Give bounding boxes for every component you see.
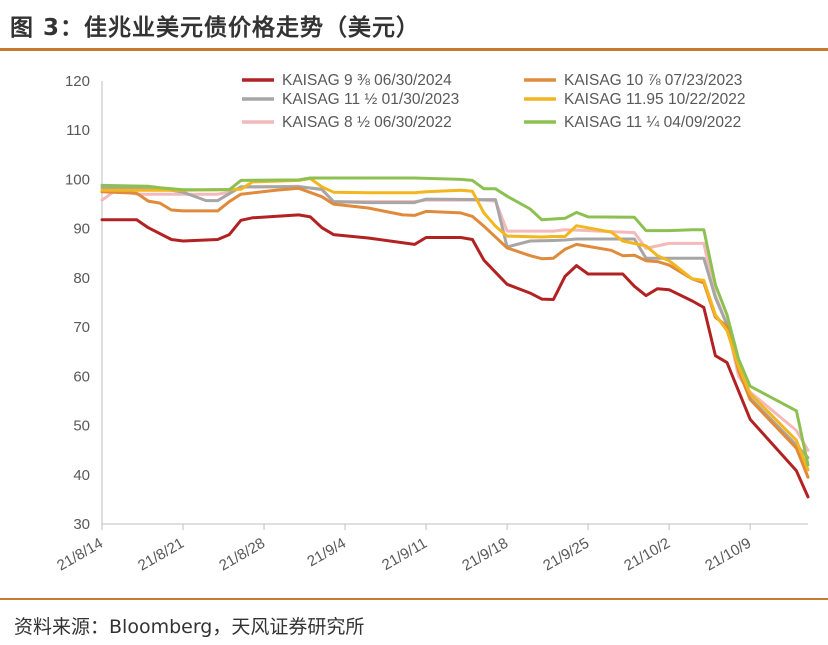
- y-tick-label: 60: [73, 368, 90, 385]
- series-line-1: [100, 186, 810, 479]
- x-tick-label: 21/9/11: [379, 535, 430, 574]
- x-tick-label: 21/8/28: [216, 535, 268, 575]
- series-line-2: [100, 185, 810, 460]
- y-tick-label: 80: [73, 270, 90, 287]
- legend-label-5: KAISAG 11 ¼ 04/09/2022: [564, 114, 741, 131]
- x-tick-label: 21/8/21: [135, 535, 187, 575]
- series-line-5: [100, 176, 810, 467]
- y-tick-label: 90: [73, 221, 90, 238]
- y-tick-label: 40: [73, 467, 90, 484]
- legend-label-0: KAISAG 9 ⅜ 06/30/2024: [282, 72, 452, 89]
- y-tick-label: 70: [73, 319, 90, 336]
- x-tick-label: 21/9/18: [459, 535, 511, 575]
- chart-lines: [100, 176, 810, 499]
- y-tick-label: 120: [65, 73, 90, 90]
- y-tick-label: 30: [73, 516, 90, 533]
- chart-legend: KAISAG 9 ⅜ 06/30/2024 KAISAG 10 ⅞ 07/23/2…: [242, 72, 746, 131]
- series-line-4: [100, 184, 810, 452]
- x-tick-label: 21/9/25: [540, 535, 592, 575]
- page-title: 图 3：佳兆业美元债价格走势（美元）: [10, 15, 421, 41]
- y-tick-label: 100: [65, 171, 90, 188]
- source-note: 资料来源：Bloomberg，天风证券研究所: [14, 616, 365, 638]
- y-tick-label: 110: [66, 122, 90, 139]
- legend-label-3: KAISAG 11.95 10/22/2022: [564, 91, 746, 108]
- legend-label-4: KAISAG 8 ½ 06/30/2022: [282, 114, 452, 131]
- series-line-3: [100, 177, 810, 472]
- legend-label-2: KAISAG 11 ½ 01/30/2023: [282, 91, 459, 108]
- chart-axes: 30 40 50 60 70 80 90 100 110 120 21/8/14 21/8/21 21/…: [54, 73, 808, 574]
- title-rule: [0, 48, 828, 51]
- x-tick-label: 21/10/9: [702, 535, 754, 575]
- price-line-chart: 30 40 50 60 70 80 90 100 110 120 21/8/14 21/8/21 21/…: [54, 72, 810, 574]
- source-rule: [0, 598, 828, 600]
- series-line-0: [100, 213, 810, 499]
- x-tick-label: 21/8/14: [54, 535, 106, 575]
- x-tick-label: 21/10/2: [621, 535, 673, 575]
- y-tick-label: 50: [73, 418, 90, 435]
- x-tick-label: 21/9/4: [304, 535, 349, 571]
- legend-label-1: KAISAG 10 ⅞ 07/23/2023: [564, 72, 742, 89]
